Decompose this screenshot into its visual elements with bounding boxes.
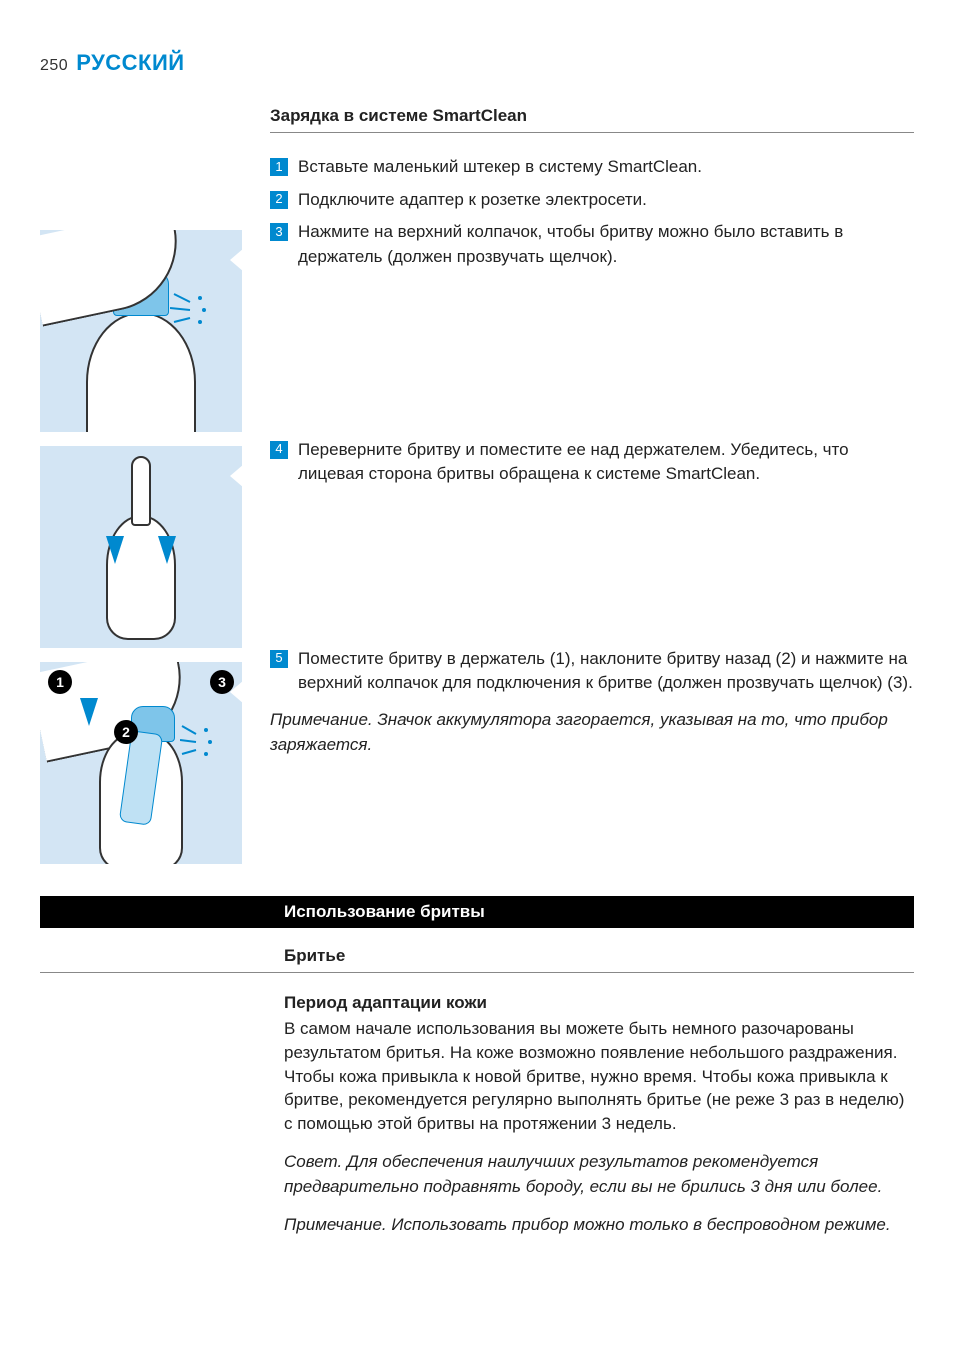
- tip-text: Совет. Для обеспечения наилучших результ…: [284, 1150, 914, 1199]
- step-number-icon: 1: [270, 158, 288, 176]
- step-row: 5 Поместите бритву в держатель (1), накл…: [270, 647, 914, 696]
- callout-arrow-icon: [230, 464, 242, 488]
- body-block: Период адаптации кожи В самом начале исп…: [40, 993, 914, 1238]
- illustration-column: 1 2 3: [40, 106, 242, 864]
- spacer: [40, 902, 284, 922]
- shaver-shape: [131, 456, 151, 526]
- language-label: РУССКИЙ: [76, 50, 184, 76]
- step-text: Вставьте маленький штекер в систему Smar…: [298, 155, 914, 180]
- illustration-insert-shaver: [40, 446, 242, 648]
- charging-heading: Зарядка в системе SmartClean: [270, 106, 914, 133]
- down-arrow-icon: [80, 698, 98, 726]
- step-badge-1: 1: [48, 670, 72, 694]
- step-text: Поместите бритву в держатель (1), наклон…: [298, 647, 914, 696]
- click-spark-icon: [170, 286, 230, 346]
- illustration-lock-shaver: 1 2 3: [40, 662, 242, 864]
- body-content: Период адаптации кожи В самом начале исп…: [284, 993, 914, 1238]
- step-number-icon: 3: [270, 223, 288, 241]
- page-number: 250: [40, 57, 68, 75]
- holder-shape: [106, 515, 176, 640]
- shaving-sub-heading: Бритье: [284, 946, 345, 972]
- step-row: 4 Переверните бритву и поместите ее над …: [270, 438, 914, 487]
- section-band-using: Использование бритвы: [40, 896, 914, 928]
- step-row: 3 Нажмите на верхний колпачок, чтобы бри…: [270, 220, 914, 269]
- spacer: [270, 495, 914, 647]
- step-row: 2 Подключите адаптер к розетке электросе…: [270, 188, 914, 213]
- step-badge-2: 2: [114, 720, 138, 744]
- charging-note: Примечание. Значок аккумулятора загорает…: [270, 708, 914, 757]
- spacer: [40, 106, 242, 216]
- down-arrow-icon: [106, 536, 124, 564]
- sub-heading-row: Бритье: [40, 946, 914, 973]
- spacer: [40, 993, 284, 1238]
- text-column: Зарядка в системе SmartClean 1 Вставьте …: [270, 106, 914, 864]
- page-header: 250 РУССКИЙ: [40, 50, 914, 76]
- charging-section: 1 2 3 Зарядка в системе SmartClean 1 Вст…: [40, 106, 914, 864]
- band-title: Использование бритвы: [284, 902, 485, 922]
- spacer: [40, 946, 284, 972]
- step-text: Нажмите на верхний колпачок, чтобы бритв…: [298, 220, 914, 269]
- step-badge-3: 3: [210, 670, 234, 694]
- click-spark-icon: [180, 720, 236, 776]
- step-text: Подключите адаптер к розетке электросети…: [298, 188, 914, 213]
- manual-page: 250 РУССКИЙ: [0, 0, 954, 1318]
- adaptation-heading: Период адаптации кожи: [284, 993, 914, 1013]
- illustration-press-cap: [40, 230, 242, 432]
- step-number-icon: 5: [270, 650, 288, 668]
- step-number-icon: 2: [270, 191, 288, 209]
- down-arrow-icon: [158, 536, 176, 564]
- adaptation-body: В самом начале использования вы можете б…: [284, 1017, 914, 1136]
- callout-arrow-icon: [230, 248, 242, 272]
- step-text: Переверните бритву и поместите ее над де…: [298, 438, 914, 487]
- step-number-icon: 4: [270, 441, 288, 459]
- spacer: [270, 278, 914, 438]
- note-text: Примечание. Использовать прибор можно то…: [284, 1213, 914, 1238]
- step-row: 1 Вставьте маленький штекер в систему Sm…: [270, 155, 914, 180]
